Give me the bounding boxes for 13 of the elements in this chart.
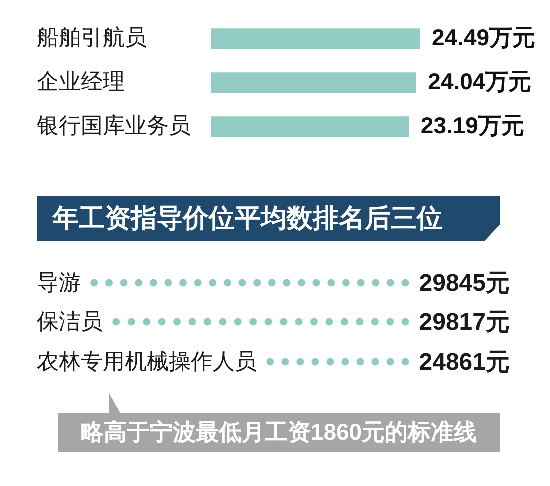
category-label: 导游 bbox=[37, 268, 81, 297]
text: 29817元 bbox=[419, 309, 510, 336]
category-label: 保洁员 bbox=[37, 308, 103, 336]
y-tick-label: 船舶引航员 bbox=[37, 25, 147, 50]
y-tick-label: 银行国库业务员 bbox=[36, 113, 191, 138]
text: 年工资指导价位平均数排名后三位 bbox=[37, 196, 500, 241]
data-label: 24.49万元 bbox=[432, 24, 536, 50]
text: 24861元 bbox=[419, 349, 510, 376]
text: 29845元 bbox=[419, 270, 510, 297]
category-label: 农林专用机械操作人员 bbox=[37, 348, 257, 376]
data-label: 23.19万元 bbox=[420, 112, 524, 138]
y-tick-label: 企业经理 bbox=[37, 69, 125, 94]
data-label: 24.04万元 bbox=[428, 68, 532, 94]
